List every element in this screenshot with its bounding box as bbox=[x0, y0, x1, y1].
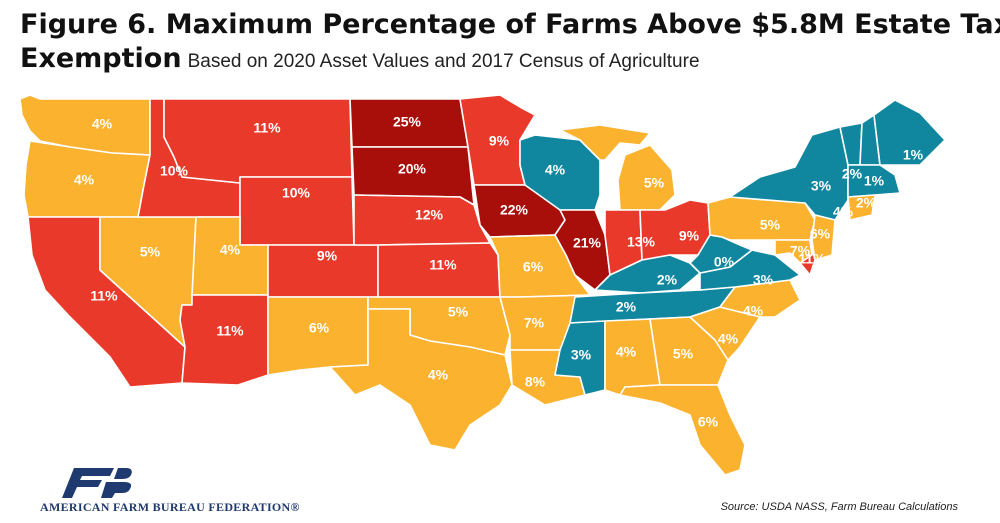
label-al: 4% bbox=[616, 344, 637, 360]
label-nd: 25% bbox=[393, 114, 422, 130]
label-tx: 4% bbox=[428, 367, 449, 383]
figure-title: Figure 6. Maximum Percentage of Farms Ab… bbox=[20, 9, 1000, 40]
label-tn: 2% bbox=[616, 299, 637, 315]
label-nm: 6% bbox=[309, 320, 330, 336]
state-mi bbox=[559, 124, 676, 211]
label-wv: 0% bbox=[714, 254, 735, 270]
label-nj: 6% bbox=[810, 226, 831, 242]
label-ma: 2% bbox=[856, 195, 877, 211]
state-fl bbox=[619, 384, 746, 476]
label-id: 10% bbox=[160, 163, 189, 179]
label-me: 1% bbox=[903, 147, 924, 163]
label-de: 11% bbox=[798, 251, 826, 267]
label-pa: 5% bbox=[760, 217, 781, 233]
label-fl: 6% bbox=[698, 414, 719, 430]
state-tx bbox=[329, 308, 513, 451]
label-va: 3% bbox=[753, 272, 774, 288]
label-az: 11% bbox=[216, 323, 244, 339]
figure-subtitle: Based on 2020 Asset Values and 2017 Cens… bbox=[187, 51, 700, 72]
label-nh: 1% bbox=[864, 173, 885, 189]
label-wi: 4% bbox=[545, 162, 566, 178]
state-wv bbox=[689, 234, 753, 274]
figure-title-continuation: Exemption bbox=[20, 43, 182, 74]
label-md: 7% bbox=[790, 243, 811, 259]
label-sd: 20% bbox=[398, 161, 427, 177]
label-la: 8% bbox=[525, 374, 546, 390]
state-az bbox=[179, 294, 269, 386]
label-nv: 5% bbox=[140, 244, 161, 260]
state-nm bbox=[267, 296, 369, 376]
label-oh: 9% bbox=[679, 228, 700, 244]
label-ky: 2% bbox=[657, 272, 678, 288]
state-ne bbox=[353, 194, 491, 246]
afbf-logo-mark bbox=[62, 468, 132, 498]
label-sc: 4% bbox=[718, 331, 739, 347]
label-co: 9% bbox=[317, 248, 338, 264]
label-mo: 6% bbox=[523, 259, 544, 275]
label-or: 4% bbox=[74, 172, 95, 188]
label-ok: 5% bbox=[448, 304, 469, 320]
label-il: 21% bbox=[573, 235, 602, 251]
us-map: 4% 4% 11% 5% 10% 11% 10% 4% 11% 9% 6% 25… bbox=[19, 94, 946, 476]
label-mt: 11% bbox=[253, 120, 281, 136]
title-block: Figure 6. Maximum Percentage of Farms Ab… bbox=[20, 8, 1000, 80]
source-note: Source: USDA NASS, Farm Bureau Calculati… bbox=[720, 501, 958, 513]
label-mi: 5% bbox=[644, 175, 665, 191]
afbf-logo-text: AMERICAN FARM BUREAU FEDERATION® bbox=[40, 500, 300, 514]
label-in: 13% bbox=[627, 234, 656, 250]
state-mt bbox=[163, 98, 353, 184]
label-ut: 4% bbox=[220, 242, 241, 258]
state-de bbox=[799, 239, 816, 276]
label-ga: 5% bbox=[673, 346, 694, 362]
label-vt: 2% bbox=[842, 166, 863, 182]
label-ms: 3% bbox=[571, 347, 592, 363]
state-nj bbox=[811, 214, 836, 261]
label-wy: 10% bbox=[282, 185, 311, 201]
label-ny: 3% bbox=[811, 178, 832, 194]
label-ct: 4% bbox=[833, 204, 854, 220]
state-shapes bbox=[19, 94, 946, 476]
label-ar: 7% bbox=[524, 315, 545, 331]
label-wa: 4% bbox=[92, 116, 113, 132]
label-ks: 11% bbox=[429, 257, 457, 273]
label-ia: 22% bbox=[500, 202, 529, 218]
state-labels: 4% 4% 11% 5% 10% 11% 10% 4% 11% 9% 6% 25… bbox=[74, 114, 924, 430]
state-ct bbox=[847, 194, 876, 221]
title-line-2: Exemption Based on 2020 Asset Values and … bbox=[20, 42, 980, 80]
afbf-logo: AMERICAN FARM BUREAU FEDERATION® bbox=[40, 466, 370, 518]
label-nc: 4% bbox=[743, 303, 764, 319]
state-il bbox=[554, 209, 611, 291]
label-ne: 12% bbox=[415, 207, 444, 223]
label-ca: 11% bbox=[90, 288, 118, 304]
label-mn: 9% bbox=[489, 133, 510, 149]
